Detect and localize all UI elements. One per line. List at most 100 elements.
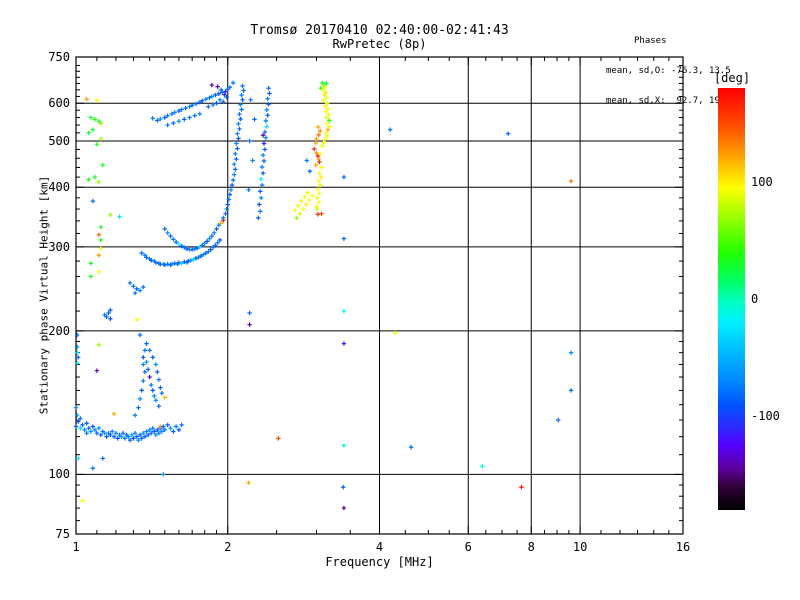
data-point-marker <box>168 233 173 239</box>
data-point-marker <box>176 119 182 124</box>
data-point-marker <box>192 113 197 118</box>
data-point-marker <box>321 82 326 88</box>
data-point-marker <box>259 182 265 188</box>
data-point-marker <box>223 89 228 94</box>
data-point-marker <box>187 115 192 120</box>
data-point-marker <box>341 443 347 448</box>
data-point-marker <box>176 427 182 433</box>
data-point-marker <box>217 97 223 103</box>
data-point-marker <box>171 237 176 242</box>
data-point-marker <box>129 432 134 438</box>
data-point-marker <box>137 288 143 293</box>
data-point-marker <box>179 422 184 428</box>
data-point-marker <box>234 156 239 162</box>
data-point-marker <box>314 204 319 209</box>
data-point-marker <box>200 98 205 104</box>
data-point-marker <box>323 90 329 95</box>
data-point-marker <box>176 241 182 247</box>
data-point-marker <box>150 425 155 431</box>
data-point-marker <box>150 355 155 360</box>
data-point-marker <box>172 261 177 266</box>
data-point-marker <box>259 164 265 170</box>
data-point-marker <box>325 127 331 132</box>
data-point-marker <box>100 456 105 461</box>
data-point-marker <box>94 368 100 373</box>
data-point-marker <box>222 92 227 97</box>
data-point-marker <box>102 312 107 318</box>
data-point-marker <box>92 174 98 180</box>
data-point-marker <box>134 434 139 439</box>
y-tick-label: 500 <box>48 133 70 148</box>
data-point-marker <box>183 105 188 111</box>
data-point-marker <box>230 177 236 183</box>
y-tick-label: 200 <box>48 323 70 338</box>
data-point-marker <box>98 237 104 243</box>
data-point-marker <box>94 431 100 436</box>
data-point-marker <box>341 236 347 241</box>
data-point-marker <box>110 429 115 434</box>
data-point-marker <box>341 308 347 314</box>
data-point-marker <box>155 118 160 123</box>
data-point-marker <box>137 396 143 402</box>
data-point-marker <box>263 118 269 124</box>
data-point-marker <box>141 378 146 384</box>
data-point-marker <box>173 424 179 429</box>
data-point-marker <box>258 189 263 194</box>
data-point-marker <box>297 211 303 216</box>
data-point-marker <box>162 226 167 232</box>
data-point-marker <box>196 255 201 260</box>
data-point-marker <box>139 250 144 256</box>
data-point-marker <box>209 82 215 88</box>
data-point-marker <box>237 112 242 117</box>
phase-stats-o-mode: mean, sd,O: -76.3, 13.5 <box>606 66 731 76</box>
data-point-marker <box>173 239 179 245</box>
data-point-marker <box>262 129 268 135</box>
data-point-marker <box>241 88 246 93</box>
data-point-marker <box>299 198 304 204</box>
data-point-marker <box>84 421 89 426</box>
data-point-marker <box>341 505 347 511</box>
data-point-marker <box>86 425 91 431</box>
data-point-marker <box>132 431 138 436</box>
data-point-marker <box>408 445 414 450</box>
data-point-marker <box>341 341 347 346</box>
data-point-marker <box>239 92 244 98</box>
data-point-marker <box>96 425 102 431</box>
data-point-marker <box>247 310 252 316</box>
data-point-marker <box>260 133 266 138</box>
data-point-marker <box>198 253 204 259</box>
x-axis-title: Frequency [MHz] <box>325 555 434 569</box>
data-point-marker <box>220 90 225 95</box>
data-point-marker <box>305 190 310 195</box>
data-point-marker <box>88 429 94 434</box>
data-point-marker <box>263 135 269 140</box>
data-point-marker <box>324 115 329 120</box>
data-point-marker <box>139 388 144 393</box>
data-point-marker <box>74 361 80 366</box>
data-point-marker <box>145 367 151 372</box>
data-point-marker <box>266 86 271 91</box>
data-point-marker <box>98 136 104 142</box>
data-point-marker <box>98 120 104 126</box>
data-point-marker <box>256 215 261 221</box>
data-point-marker <box>156 403 162 409</box>
data-point-marker <box>324 95 329 100</box>
data-point-marker <box>127 437 133 443</box>
data-point-marker <box>236 121 241 127</box>
data-point-marker <box>142 348 148 353</box>
data-point-marker <box>208 247 213 252</box>
data-point-marker <box>326 112 331 117</box>
data-point-marker <box>238 116 243 122</box>
data-point-marker <box>75 419 81 424</box>
data-point-marker <box>195 246 200 251</box>
data-point-marker <box>165 422 170 428</box>
data-point-marker <box>252 117 257 122</box>
data-point-marker <box>139 436 144 441</box>
data-point-marker <box>213 243 218 248</box>
data-point-marker <box>74 413 80 418</box>
data-point-marker <box>322 85 328 90</box>
data-point-marker <box>224 206 229 212</box>
data-point-marker <box>132 290 138 296</box>
data-point-marker <box>317 182 323 188</box>
data-point-marker <box>214 101 219 106</box>
